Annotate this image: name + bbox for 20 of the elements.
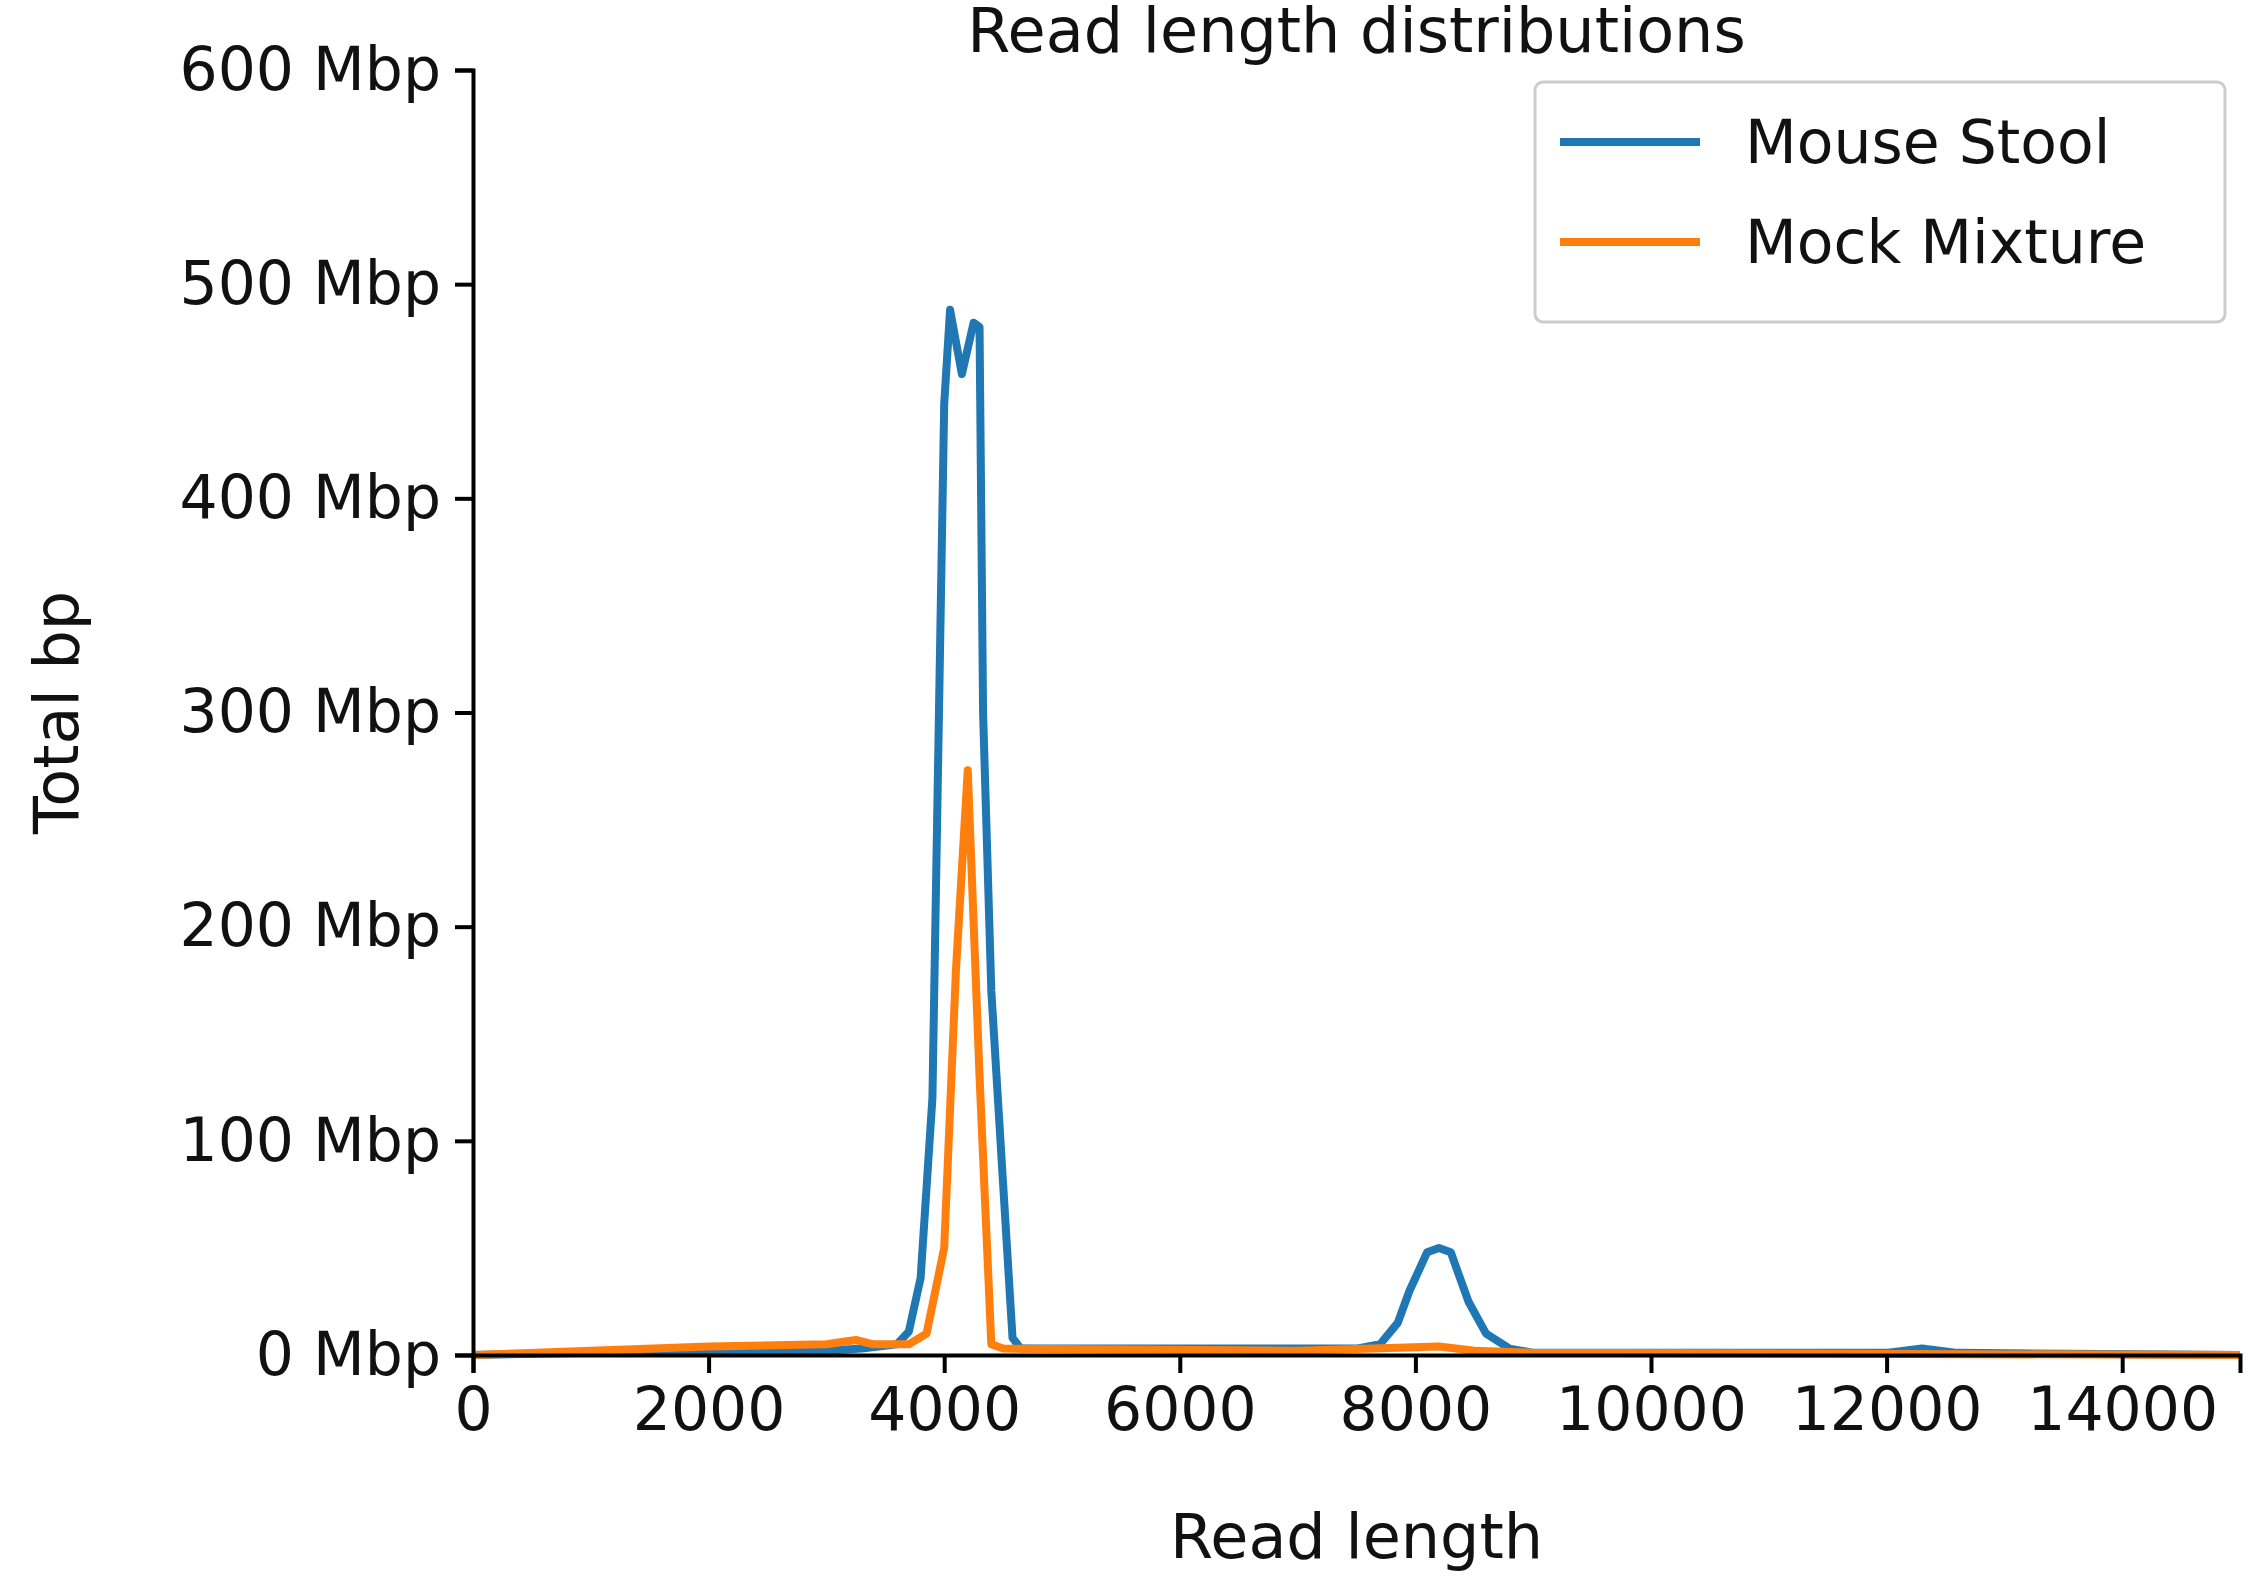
x-tick-label: 0 xyxy=(454,1373,493,1444)
y-tick-label: 200 Mbp xyxy=(179,890,441,961)
y-tick-label: 500 Mbp xyxy=(179,247,441,318)
y-tick-label: 0 Mbp xyxy=(255,1318,441,1389)
y-tick-label: 400 Mbp xyxy=(179,462,441,533)
legend-label: Mouse Stool xyxy=(1745,107,2111,177)
chart-title: Read length distributions xyxy=(967,0,1746,67)
x-tick-label: 14000 xyxy=(2027,1373,2219,1444)
x-tick-label: 12000 xyxy=(1791,1373,1983,1444)
y-axis-title: Total bp xyxy=(20,590,93,836)
legend-label: Mock Mixture xyxy=(1745,207,2147,277)
x-tick-label: 2000 xyxy=(632,1373,786,1444)
y-tick-label: 100 Mbp xyxy=(179,1104,441,1175)
y-tick-label: 300 Mbp xyxy=(179,676,441,747)
x-tick-label: 10000 xyxy=(1556,1373,1747,1444)
x-tick-label: 4000 xyxy=(868,1373,1022,1444)
x-axis-title: Read length xyxy=(1169,1500,1544,1573)
x-tick-label: 8000 xyxy=(1339,1373,1493,1444)
y-tick-label: 600 Mbp xyxy=(179,33,441,104)
x-tick-label: 6000 xyxy=(1103,1373,1257,1444)
